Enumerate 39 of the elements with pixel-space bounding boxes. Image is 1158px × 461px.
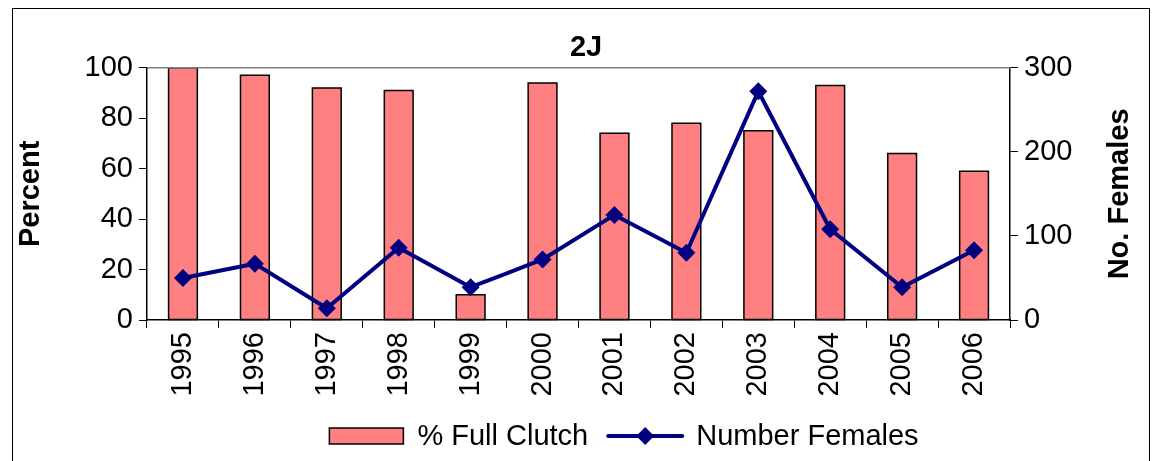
x-tick-label: 1997 (308, 332, 341, 397)
point (389, 238, 408, 257)
y-axis-title: Percent (13, 140, 46, 248)
point (821, 220, 840, 239)
y2-tick-label: 100 (1024, 217, 1073, 250)
x-tick-label: 2002 (668, 332, 701, 397)
y-tick-label: 0 (116, 302, 133, 334)
point (317, 299, 336, 318)
y2-tick-label: 200 (1024, 133, 1073, 166)
point (677, 243, 696, 262)
point (533, 250, 552, 269)
y2-tick-label: 300 (1024, 49, 1073, 82)
y-tick-label: 40 (100, 201, 133, 234)
y2-axis-title: No. Females (1102, 108, 1134, 280)
legend-label: % Full Clutch (417, 419, 589, 451)
x-tick-label: 2000 (524, 332, 557, 397)
y-tick-label: 100 (84, 49, 133, 82)
x-tick-label: 1996 (236, 332, 269, 397)
x-tick-label: 1995 (164, 332, 197, 397)
y-tick-label: 80 (100, 100, 133, 133)
point (605, 205, 624, 224)
y-tick-label: 60 (100, 150, 133, 183)
point (173, 268, 192, 287)
y-tick-label: 20 (100, 251, 133, 284)
y2-tick-label: 0 (1024, 302, 1041, 334)
point (461, 278, 480, 297)
chart-title: 2J (569, 30, 603, 63)
x-tick-label: 1999 (452, 332, 485, 397)
legend-label: Number Females (696, 419, 919, 451)
x-tick-label: 1998 (380, 332, 413, 397)
point (893, 278, 912, 297)
point (245, 254, 264, 273)
x-tick-label: 2003 (740, 332, 773, 397)
x-tick-label: 2004 (812, 332, 845, 397)
x-tick-label: 2005 (884, 332, 917, 397)
point (965, 241, 984, 260)
x-tick-label: 2001 (596, 332, 629, 397)
x-tick-label: 2006 (956, 332, 989, 397)
point (749, 82, 768, 101)
